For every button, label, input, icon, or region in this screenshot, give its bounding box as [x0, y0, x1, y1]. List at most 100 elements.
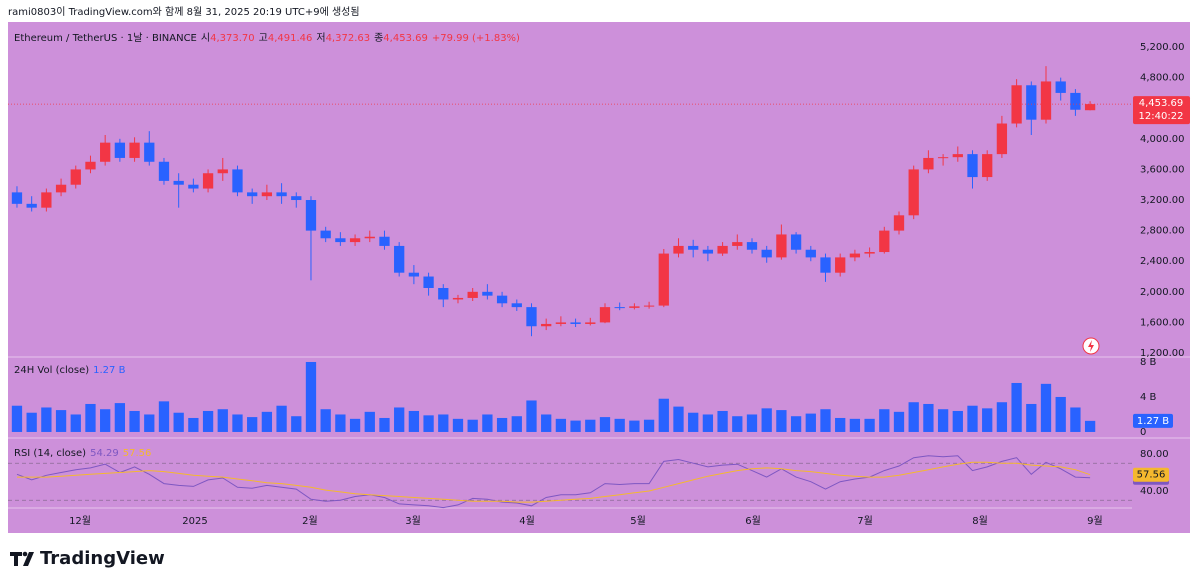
rsi-legend: RSI (14, close) 54.29 57.56	[14, 448, 155, 459]
volume-bar	[349, 418, 361, 432]
candle-body	[952, 154, 963, 158]
candle-body	[541, 323, 552, 327]
volume-title: 24H Vol (close)	[14, 365, 90, 376]
candle-body	[982, 154, 993, 178]
candle-body	[129, 142, 140, 158]
volume-bar	[511, 416, 522, 432]
candle-body	[1040, 81, 1052, 120]
volume-bar	[408, 410, 420, 432]
volume-bar	[688, 412, 699, 432]
ohlc-key: 종	[374, 33, 384, 44]
ohlc-value: 4,491.46	[267, 33, 313, 44]
ohlc-key: 저	[316, 33, 326, 44]
candle-body	[908, 169, 919, 216]
volume-bar	[570, 420, 581, 432]
volume-bar	[11, 405, 23, 432]
candle-body	[305, 200, 317, 231]
y-tick-label: 2,000.00	[1140, 287, 1185, 298]
rsi-tag-label: 57.56	[1137, 470, 1166, 481]
volume-bar	[996, 402, 1008, 432]
candle-body	[614, 307, 625, 309]
candle-body	[820, 257, 831, 273]
volume-bar	[55, 410, 67, 432]
footer-logo-icon	[10, 551, 34, 566]
candle-body	[188, 184, 199, 189]
candle-body	[555, 322, 567, 324]
volume-bar	[1026, 403, 1037, 432]
y-tick-label: 2,400.00	[1140, 256, 1185, 267]
volume-bar	[291, 416, 302, 432]
x-tick-label: 8월	[972, 515, 988, 527]
volume-bar	[555, 418, 567, 432]
candle-body	[967, 154, 978, 178]
x-tick-label: 2월	[302, 515, 318, 527]
volume-bar	[820, 409, 831, 432]
candle-body	[408, 272, 420, 277]
volume-bar	[776, 410, 787, 432]
candle-body	[1084, 104, 1096, 111]
y-tick-label: 4,000.00	[1140, 134, 1185, 145]
volume-bar	[85, 403, 96, 432]
volume-bar	[614, 418, 625, 432]
y-tick-label: 1,200.00	[1140, 348, 1185, 359]
candle-body	[85, 161, 96, 170]
volume-bar	[70, 414, 81, 432]
volume-bar	[629, 420, 640, 432]
volume-bar	[952, 410, 963, 432]
volume-bar	[541, 414, 552, 432]
candle-body	[629, 306, 640, 308]
rsi-tag	[1133, 467, 1169, 482]
candle-body	[114, 142, 126, 158]
candle-body	[158, 161, 170, 181]
candle-body	[70, 169, 81, 185]
x-tick-label: 6월	[745, 515, 761, 527]
candle-body	[26, 203, 37, 208]
rsi-legend-value: 54.29	[90, 448, 119, 459]
x-tick-label: 12월	[69, 515, 91, 527]
ohlc-key: 고	[258, 33, 268, 44]
y-tick-label: 3,600.00	[1140, 164, 1185, 175]
volume-bar	[261, 411, 273, 432]
candle-body	[937, 157, 949, 159]
candle-body	[761, 249, 772, 258]
volume-bar	[864, 418, 875, 432]
volume-bar	[746, 414, 758, 432]
volume-bar	[702, 414, 714, 432]
volume-bar	[1084, 420, 1096, 432]
volume-bar	[790, 416, 802, 432]
y-tick-label: 3,200.00	[1140, 195, 1185, 206]
candle-body	[467, 291, 478, 298]
countdown-label: 12:40:22	[1139, 111, 1184, 122]
volume-bar	[982, 408, 993, 432]
last-price-label: 4,453.69	[1139, 98, 1184, 109]
volume-bar	[879, 409, 890, 432]
candle-body	[585, 322, 596, 324]
volume-bar	[849, 418, 861, 432]
volume-bar	[893, 411, 905, 432]
volume-bar	[908, 402, 919, 432]
candle-body	[1055, 81, 1066, 93]
volume-bar	[496, 417, 508, 432]
volume-tag-label: 1.27 B	[1137, 416, 1169, 427]
candle-body	[746, 242, 758, 250]
candle-body	[202, 173, 214, 189]
volume-bar	[232, 414, 243, 432]
volume-bar	[320, 409, 331, 432]
x-tick-label: 3월	[405, 515, 421, 527]
candle-body	[438, 287, 449, 300]
volume-bar	[144, 414, 155, 432]
candle-body	[864, 252, 875, 254]
volume-bar	[1011, 382, 1022, 432]
y-tick-label: 80.00	[1140, 449, 1169, 460]
ohlc-value: 4,372.63	[325, 33, 371, 44]
price-legend: Ethereum / TetherUS · 1날 · BINANCE 시4,373…	[14, 29, 524, 44]
y-tick-label: 4 B	[1140, 392, 1157, 403]
volume-bar	[158, 401, 170, 432]
rsi-line	[16, 455, 1091, 509]
change: +79.99 (+1.83%)	[431, 33, 520, 44]
candle-body	[247, 192, 258, 197]
x-tick-label: 4월	[519, 515, 535, 527]
candle-body	[41, 192, 52, 208]
